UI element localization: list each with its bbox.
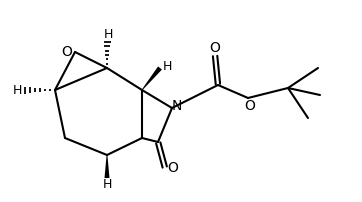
Polygon shape (142, 66, 162, 90)
Text: O: O (62, 45, 72, 59)
Text: N: N (172, 99, 182, 113)
Polygon shape (105, 155, 109, 178)
Text: O: O (168, 161, 178, 175)
Text: H: H (162, 60, 172, 73)
Text: H: H (12, 83, 22, 97)
Text: H: H (102, 179, 112, 191)
Text: O: O (210, 41, 220, 55)
Text: H: H (103, 28, 113, 41)
Text: O: O (245, 99, 256, 113)
